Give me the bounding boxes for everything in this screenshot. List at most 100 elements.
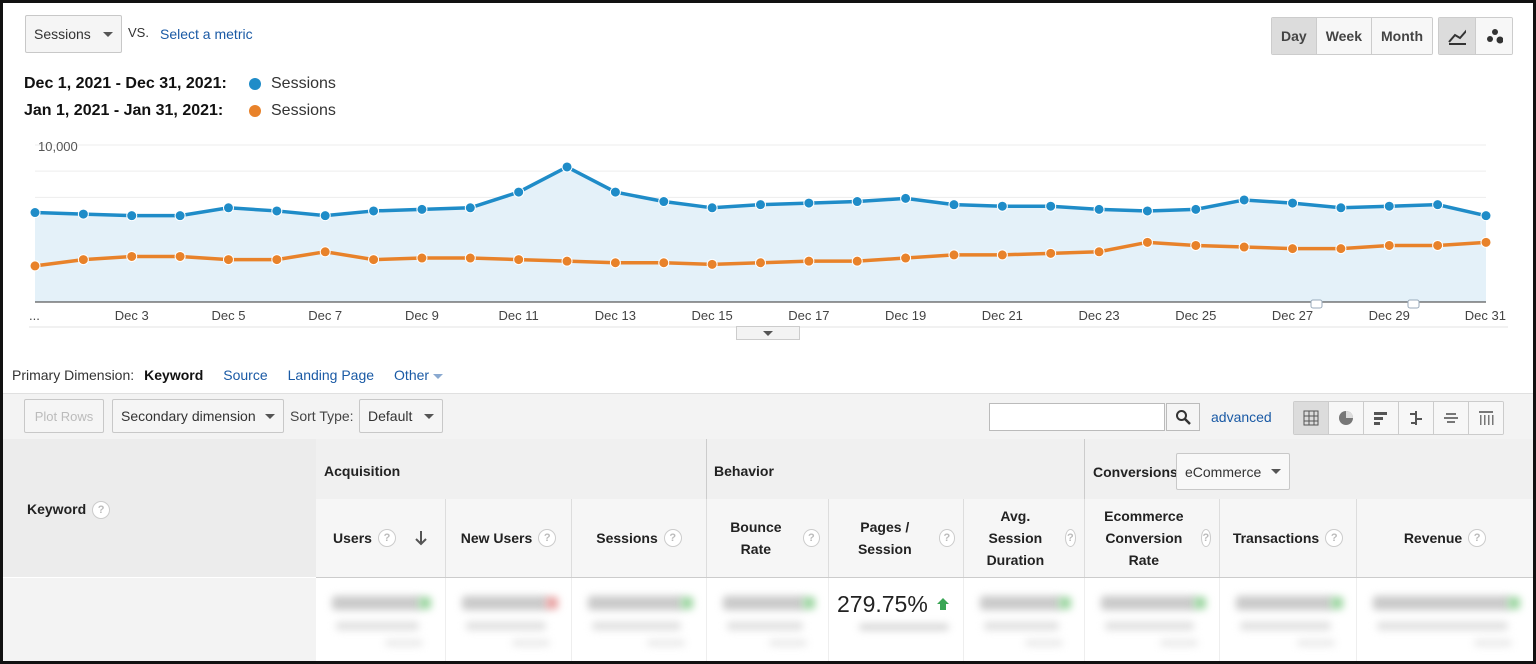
column-header-pages-per-session[interactable]: Pages / Session? xyxy=(828,499,963,577)
sort-descending-icon[interactable] xyxy=(414,530,428,546)
redacted-indicator xyxy=(419,597,431,609)
sort-type-select[interactable]: Default xyxy=(359,399,443,433)
column-header-sessions[interactable]: Sessions? xyxy=(571,499,706,577)
select-metric-link[interactable]: Select a metric xyxy=(160,26,253,42)
bubble-chart-icon xyxy=(1487,29,1503,44)
help-icon[interactable]: ? xyxy=(1200,529,1211,547)
data-point xyxy=(271,205,283,217)
dimension-source[interactable]: Source xyxy=(223,367,268,383)
pie-view-button[interactable] xyxy=(1328,402,1363,434)
vs-label: VS. xyxy=(128,25,149,40)
redacted-value xyxy=(647,640,685,646)
table-view-button[interactable] xyxy=(1294,402,1328,434)
data-point xyxy=(1093,246,1105,258)
data-point xyxy=(319,246,331,258)
table-search-input[interactable] xyxy=(989,403,1165,431)
column-header-users[interactable]: Users? xyxy=(316,499,445,577)
column-header-label: Bounce Rate xyxy=(730,519,782,557)
conversions-type-value: eCommerce xyxy=(1185,463,1262,480)
secondary-dimension-select[interactable]: Secondary dimension xyxy=(112,399,284,433)
redacted-value xyxy=(1373,596,1510,610)
keyword-cell xyxy=(3,578,316,661)
term-cloud-icon xyxy=(1444,413,1458,423)
plot-rows-button[interactable]: Plot Rows xyxy=(24,399,104,433)
series-area xyxy=(35,166,1486,302)
term-cloud-button[interactable] xyxy=(1433,402,1468,434)
column-header-ecommerce-conversion-rate[interactable]: Ecommerce Conversion Rate? xyxy=(1084,499,1219,577)
table-view-toggle xyxy=(1293,401,1504,435)
chart-collapse-handle[interactable] xyxy=(736,326,800,340)
data-point xyxy=(126,210,138,222)
week-button[interactable]: Week xyxy=(1315,18,1372,54)
help-icon[interactable]: ? xyxy=(1468,529,1487,547)
comparison-view-button[interactable] xyxy=(1398,402,1433,434)
advanced-link[interactable]: advanced xyxy=(1211,409,1272,425)
day-button[interactable]: Day xyxy=(1272,18,1316,54)
table-cell-users xyxy=(316,578,445,661)
redacted-value xyxy=(466,622,546,630)
sort-type-value: Default xyxy=(368,408,413,424)
redacted-indicator xyxy=(1194,597,1206,609)
x-tick-label: Dec 19 xyxy=(885,308,926,323)
metric-select-value: Sessions xyxy=(34,26,91,42)
pivot-view-button[interactable] xyxy=(1468,402,1503,434)
redacted-value xyxy=(1025,640,1063,646)
help-icon[interactable]: ? xyxy=(1064,529,1076,547)
column-header-transactions[interactable]: Transactions? xyxy=(1219,499,1356,577)
keyword-header-cell[interactable]: Keyword? xyxy=(3,439,317,577)
x-tick-label: Dec 7 xyxy=(308,308,342,323)
redacted-indicator xyxy=(1331,597,1343,609)
help-icon[interactable]: ? xyxy=(663,529,682,547)
data-point xyxy=(222,254,234,266)
data-point xyxy=(1335,243,1347,255)
data-point xyxy=(174,210,186,222)
month-button[interactable]: Month xyxy=(1371,18,1432,54)
column-header-avg-session-duration[interactable]: Avg. Session Duration? xyxy=(963,499,1084,577)
data-point xyxy=(755,199,766,211)
acquisition-group-header: Acquisition xyxy=(324,463,401,479)
x-tick-label: Dec 17 xyxy=(788,308,829,323)
legend-dot-icon xyxy=(249,78,261,90)
data-point xyxy=(996,200,1008,212)
data-point xyxy=(1093,203,1105,215)
legend-range: Dec 1, 2021 - Dec 31, 2021: xyxy=(24,75,227,92)
dimension-landing-page[interactable]: Landing Page xyxy=(287,367,375,383)
search-button[interactable] xyxy=(1166,403,1200,431)
data-point xyxy=(513,186,525,198)
redacted-value xyxy=(1160,640,1198,646)
metric-select[interactable]: Sessions xyxy=(25,15,122,53)
legend-label: Sessions xyxy=(271,75,336,92)
x-tick-label: Dec 27 xyxy=(1272,308,1313,323)
conversions-type-select[interactable]: eCommerce xyxy=(1176,453,1290,490)
y-tick-label: 10,000 xyxy=(38,139,78,154)
data-point xyxy=(1045,247,1057,259)
legend-range: Jan 1, 2021 - Jan 31, 2021: xyxy=(24,102,224,119)
dimension-keyword[interactable]: Keyword xyxy=(144,367,204,383)
x-tick-label: Dec 5 xyxy=(211,308,245,323)
x-tick-label: Dec 15 xyxy=(692,308,733,323)
column-header-new-users[interactable]: New Users? xyxy=(445,499,571,577)
column-header-bounce-rate[interactable]: Bounce Rate? xyxy=(706,499,828,577)
dimension-other[interactable]: Other xyxy=(394,367,430,383)
primary-dimension-bar: Primary Dimension: Keyword Source Landin… xyxy=(12,367,444,383)
help-icon[interactable]: ? xyxy=(802,529,820,547)
data-point xyxy=(561,255,573,267)
table-cell-new-users xyxy=(445,578,571,661)
data-point xyxy=(658,257,670,269)
help-icon[interactable]: ? xyxy=(377,529,396,547)
column-header-revenue[interactable]: Revenue? xyxy=(1356,499,1533,577)
help-icon[interactable]: ? xyxy=(1325,529,1344,547)
x-tick-label: ... xyxy=(29,308,40,323)
help-icon[interactable]: ? xyxy=(538,529,557,547)
help-icon[interactable]: ? xyxy=(938,529,955,547)
primary-dimension-label: Primary Dimension: xyxy=(12,367,135,383)
performance-view-button[interactable] xyxy=(1363,402,1398,434)
table-cell-ecommerce-conversion-rate xyxy=(1084,578,1219,661)
data-point xyxy=(1480,210,1492,222)
data-point xyxy=(1480,236,1492,248)
help-icon[interactable]: ? xyxy=(92,501,111,520)
line-chart-button[interactable] xyxy=(1439,18,1475,54)
data-point xyxy=(1432,239,1444,251)
motion-chart-button[interactable] xyxy=(1475,18,1512,54)
